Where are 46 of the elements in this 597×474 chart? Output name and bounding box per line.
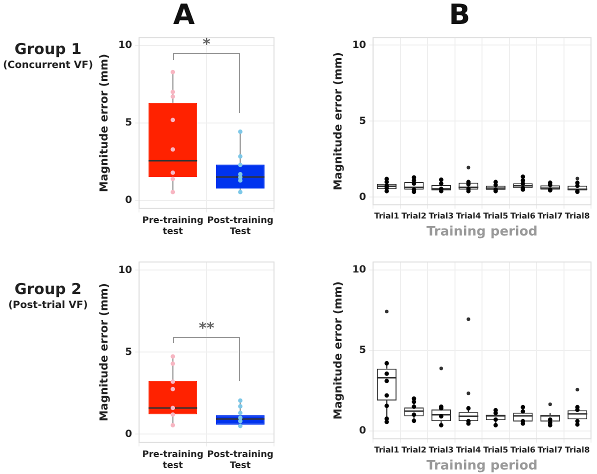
- x-axis-title: Training period: [426, 224, 538, 240]
- chart-title: A: [173, 0, 196, 32]
- x-tick-label: Trial5: [483, 212, 509, 221]
- y-tick-label: 0: [125, 428, 132, 440]
- x-tick-label: Trial1: [374, 446, 400, 455]
- y-tick-label: 0: [125, 195, 132, 206]
- x-axis-title: Training period: [426, 458, 538, 474]
- text: (Post-trial VF): [7, 300, 89, 311]
- x-tick-label: Trial2: [401, 212, 426, 221]
- x-tick-label: Trial7: [538, 446, 563, 455]
- x-tick-label: Trial7: [538, 212, 563, 221]
- y-axis-title: Magnitude error (mm): [97, 283, 110, 422]
- y-tick-label: 10: [352, 40, 366, 51]
- y-tick-label: 10: [118, 264, 132, 276]
- x-tick-label: Trial5: [483, 446, 509, 455]
- x-tick-label: Trial8: [564, 212, 590, 221]
- y-tick-label: 5: [359, 344, 366, 356]
- x-tick-label: Post-training Test: [207, 450, 274, 471]
- x-tick-label: Trial3: [428, 212, 454, 221]
- y-tick-label: 10: [118, 40, 132, 51]
- x-tick-label: Trial1: [374, 212, 400, 221]
- y-tick-label: 0: [359, 192, 366, 203]
- x-tick-label: Trial2: [401, 446, 426, 455]
- y-tick-label: 10: [352, 264, 366, 276]
- chart-title: B: [448, 0, 470, 32]
- x-tick-label: Pre-training test: [142, 216, 204, 237]
- x-tick-label: Post-training Test: [207, 216, 274, 237]
- text: Group 2: [13, 280, 83, 298]
- x-tick-label: Trial3: [428, 446, 454, 455]
- x-tick-label: Trial6: [510, 212, 536, 221]
- x-tick-label: Pre-training test: [142, 450, 204, 471]
- annotation: *: [202, 35, 212, 54]
- y-tick-label: 0: [359, 425, 366, 436]
- text: Group 1: [13, 40, 83, 58]
- y-axis-title: Magnitude error (mm): [331, 281, 344, 420]
- annotation: **: [198, 318, 216, 337]
- x-tick-label: Trial8: [564, 446, 590, 455]
- x-tick-label: Trial4: [456, 446, 482, 455]
- y-axis-title: Magnitude error (mm): [97, 54, 110, 192]
- y-axis-title: Magnitude error (mm): [331, 52, 344, 190]
- text: (Concurrent VF): [2, 60, 94, 71]
- y-tick-label: 5: [125, 118, 132, 129]
- x-tick-label: Trial6: [510, 446, 536, 455]
- y-tick-label: 5: [359, 116, 366, 127]
- y-tick-label: 5: [125, 346, 132, 358]
- x-tick-label: Trial4: [456, 212, 482, 221]
